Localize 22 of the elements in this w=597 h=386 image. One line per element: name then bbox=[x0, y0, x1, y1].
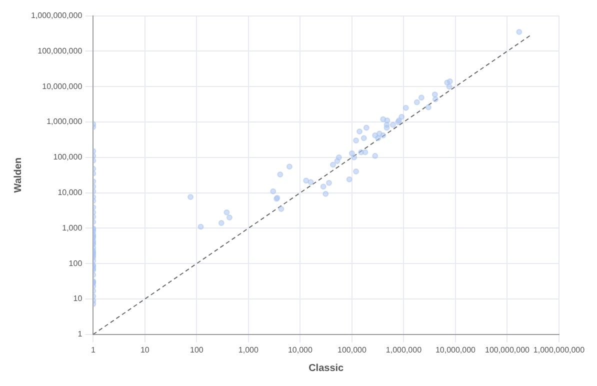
x-tick-label: 100 bbox=[190, 345, 204, 354]
x-tick-label: 1,000,000 bbox=[386, 345, 422, 354]
y-tick-label: 1,000,000 bbox=[46, 117, 83, 126]
y-tick-label: 100,000,000 bbox=[38, 46, 83, 56]
y-tick-label: 10,000,000 bbox=[42, 82, 83, 91]
x-tick-label: 10 bbox=[140, 345, 150, 354]
x-tick-label: 10,000,000 bbox=[435, 345, 476, 354]
y-tick-label: 1,000 bbox=[62, 223, 83, 232]
x-tick-label: 1,000,000,000 bbox=[533, 345, 586, 354]
y-tick-label: 1 bbox=[78, 330, 83, 339]
x-tick-label: 1 bbox=[90, 345, 96, 354]
y-tick-label: 100,000 bbox=[53, 152, 83, 162]
y-tick-label: 10,000 bbox=[58, 188, 83, 198]
x-tick-label: 100,000 bbox=[338, 345, 367, 354]
y-axis-title: Walden bbox=[12, 158, 24, 193]
y-tick-label: 10 bbox=[73, 294, 83, 304]
y-tick-label: 100 bbox=[68, 258, 83, 268]
x-tick-label: 1,000 bbox=[238, 345, 259, 354]
x-axis-title: Classic bbox=[308, 362, 344, 374]
y-tick-label: 1,000,000,000 bbox=[30, 11, 83, 20]
x-tick-label: 10,000 bbox=[288, 345, 313, 354]
x-tick-label: 100,000,000 bbox=[484, 345, 530, 354]
